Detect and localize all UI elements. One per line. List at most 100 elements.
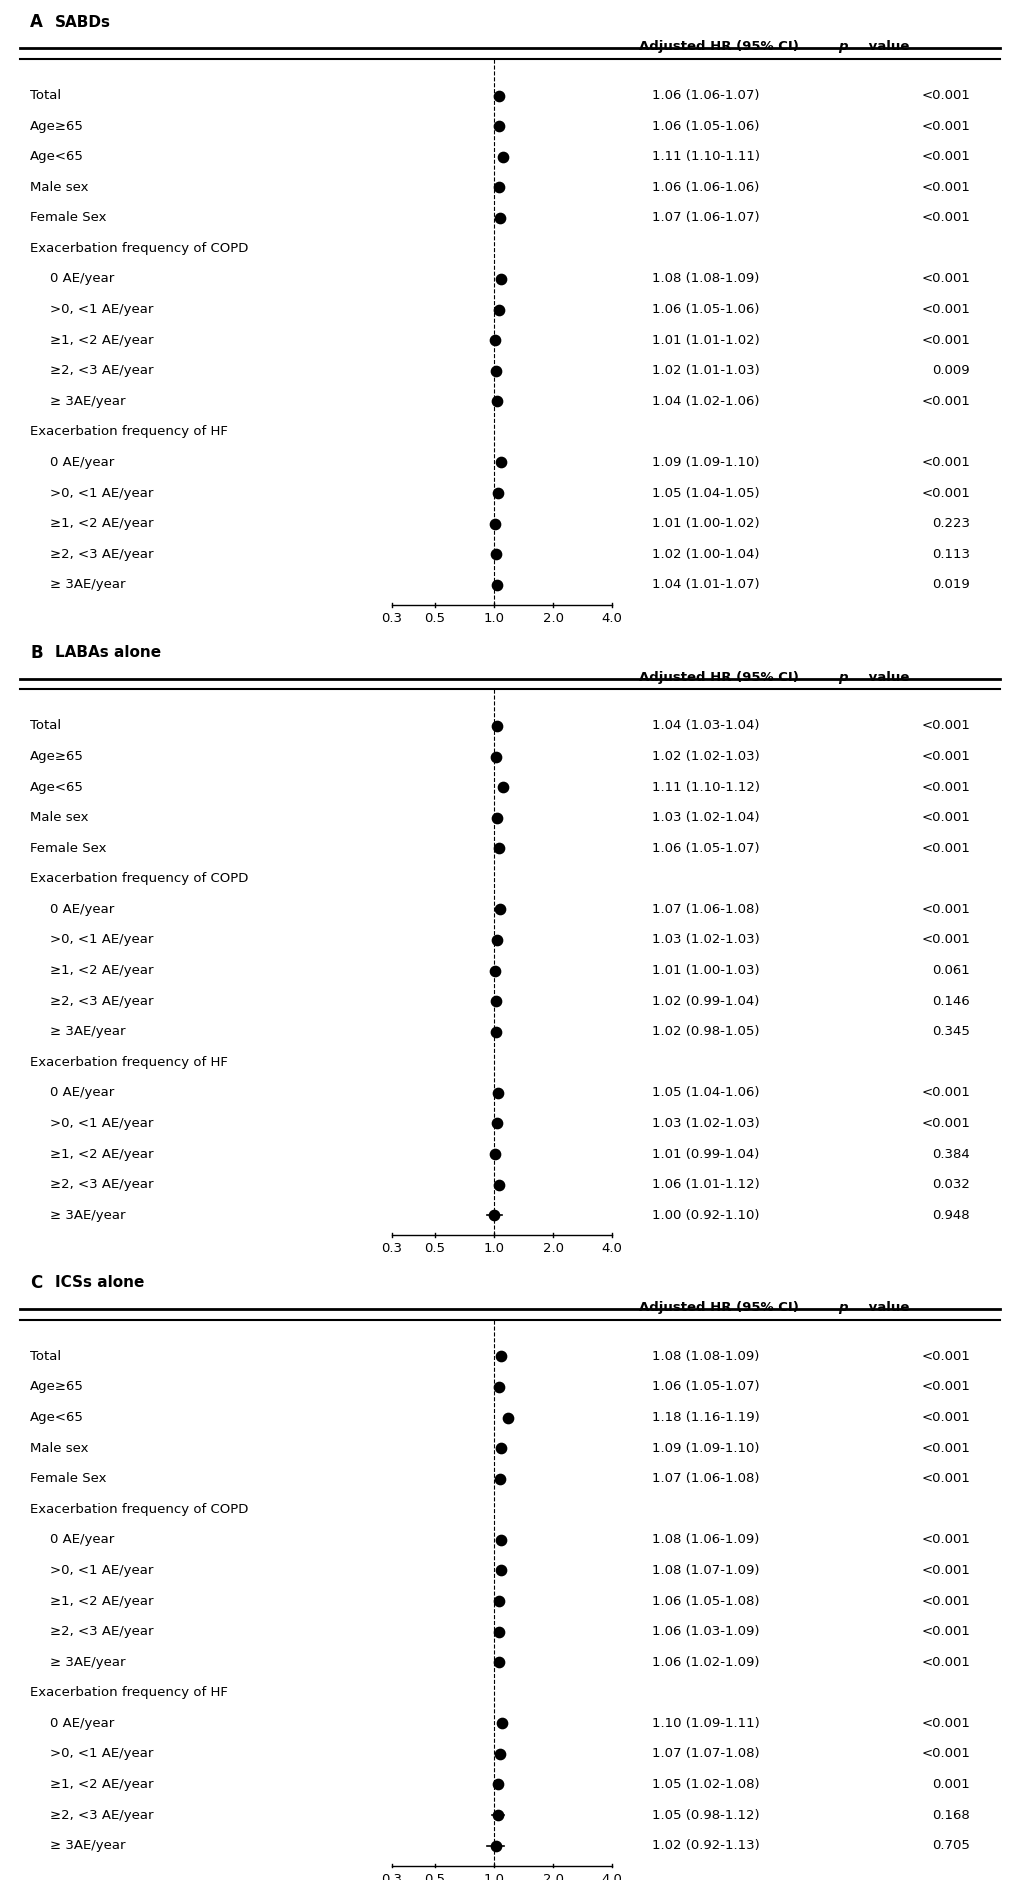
Text: C: C (31, 1275, 43, 1292)
Text: >0, <1 AE/year: >0, <1 AE/year (50, 1747, 153, 1760)
Text: ICSs alone: ICSs alone (55, 1275, 144, 1290)
Point (499, 1402, 516, 1433)
Text: Exacerbation frequency of COPD: Exacerbation frequency of COPD (31, 872, 249, 885)
Point (490, 833, 506, 863)
Text: 1.01 (0.99-1.04): 1.01 (0.99-1.04) (651, 1147, 758, 1160)
Text: 0.146: 0.146 (931, 995, 969, 1008)
Text: 0 AE/year: 0 AE/year (50, 1087, 114, 1100)
Text: 1.07 (1.07-1.08): 1.07 (1.07-1.08) (651, 1747, 759, 1760)
Text: Male sex: Male sex (31, 1442, 89, 1455)
Point (489, 478, 505, 508)
Text: 1.08 (1.06-1.09): 1.08 (1.06-1.09) (651, 1534, 758, 1547)
Text: <0.001: <0.001 (920, 120, 969, 133)
Text: 1.02 (0.92-1.13): 1.02 (0.92-1.13) (651, 1839, 759, 1852)
Text: ≥ 3AE/year: ≥ 3AE/year (50, 395, 125, 408)
Text: value: value (864, 39, 909, 53)
Text: <0.001: <0.001 (920, 780, 969, 793)
Text: 1.0: 1.0 (483, 1243, 504, 1256)
Text: 1.05 (1.02-1.08): 1.05 (1.02-1.08) (651, 1778, 759, 1792)
Point (491, 1739, 507, 1769)
Text: <0.001: <0.001 (920, 273, 969, 286)
Text: Adjusted HR (95% CI): Adjusted HR (95% CI) (638, 1301, 798, 1314)
Text: 1.07 (1.06-1.08): 1.07 (1.06-1.08) (651, 902, 759, 916)
Text: Female Sex: Female Sex (31, 211, 107, 224)
Text: 1.06 (1.05-1.08): 1.06 (1.05-1.08) (651, 1594, 759, 1607)
Text: <0.001: <0.001 (920, 1472, 969, 1485)
Text: <0.001: <0.001 (920, 934, 969, 946)
Text: 0 AE/year: 0 AE/year (50, 457, 114, 468)
Text: ≥2, <3 AE/year: ≥2, <3 AE/year (50, 547, 153, 560)
Text: <0.001: <0.001 (920, 457, 969, 468)
Text: 1.07 (1.06-1.07): 1.07 (1.06-1.07) (651, 211, 759, 224)
Text: ≥1, <2 AE/year: ≥1, <2 AE/year (50, 1147, 153, 1160)
Text: 0.001: 0.001 (931, 1778, 969, 1792)
Text: 1.02 (0.99-1.04): 1.02 (0.99-1.04) (651, 995, 758, 1008)
Point (489, 711, 505, 741)
Text: 1.06 (1.03-1.09): 1.06 (1.03-1.09) (651, 1624, 759, 1637)
Text: Exacerbation frequency of COPD: Exacerbation frequency of COPD (31, 1502, 249, 1515)
Text: 1.06 (1.06-1.07): 1.06 (1.06-1.07) (651, 88, 759, 102)
Text: Exacerbation frequency of HF: Exacerbation frequency of HF (31, 425, 228, 438)
Text: 1.01 (1.00-1.02): 1.01 (1.00-1.02) (651, 517, 759, 530)
Text: 1.09 (1.09-1.10): 1.09 (1.09-1.10) (651, 457, 759, 468)
Point (490, 1647, 506, 1677)
Text: <0.001: <0.001 (920, 1564, 969, 1577)
Text: 1.02 (1.00-1.04): 1.02 (1.00-1.04) (651, 547, 759, 560)
Point (486, 509, 502, 540)
Text: 0 AE/year: 0 AE/year (50, 273, 114, 286)
Text: >0, <1 AE/year: >0, <1 AE/year (50, 303, 153, 316)
Point (489, 1799, 505, 1829)
Text: ≥ 3AE/year: ≥ 3AE/year (50, 579, 125, 592)
Point (490, 81, 506, 111)
Text: Female Sex: Female Sex (31, 842, 107, 855)
Point (488, 803, 504, 833)
Text: 1.05 (1.04-1.05): 1.05 (1.04-1.05) (651, 487, 759, 500)
Point (490, 1617, 506, 1647)
Text: >0, <1 AE/year: >0, <1 AE/year (50, 1117, 153, 1130)
Text: <0.001: <0.001 (920, 1534, 969, 1547)
Text: 2.0: 2.0 (542, 1872, 562, 1880)
Text: <0.001: <0.001 (920, 902, 969, 916)
Point (489, 1769, 505, 1799)
Text: 1.05 (1.04-1.06): 1.05 (1.04-1.06) (651, 1087, 759, 1100)
Text: ≥2, <3 AE/year: ≥2, <3 AE/year (50, 1179, 153, 1192)
Point (487, 987, 503, 1017)
Text: <0.001: <0.001 (920, 810, 969, 823)
Text: 0.5: 0.5 (424, 613, 445, 624)
Point (486, 1139, 502, 1169)
Text: Total: Total (31, 88, 61, 102)
Text: <0.001: <0.001 (920, 333, 969, 346)
Text: Age<65: Age<65 (31, 780, 84, 793)
Text: ≥1, <2 AE/year: ≥1, <2 AE/year (50, 1594, 153, 1607)
Text: <0.001: <0.001 (920, 487, 969, 500)
Text: <0.001: <0.001 (920, 395, 969, 408)
Text: 1.06 (1.06-1.06): 1.06 (1.06-1.06) (651, 180, 758, 194)
Text: <0.001: <0.001 (920, 1656, 969, 1669)
Point (487, 741, 503, 771)
Point (494, 773, 511, 803)
Text: Age≥65: Age≥65 (31, 120, 84, 133)
Point (490, 111, 506, 141)
Text: >0, <1 AE/year: >0, <1 AE/year (50, 487, 153, 500)
Text: 0.384: 0.384 (931, 1147, 969, 1160)
Text: <0.001: <0.001 (920, 842, 969, 855)
Text: <0.001: <0.001 (920, 1716, 969, 1730)
Text: ≥2, <3 AE/year: ≥2, <3 AE/year (50, 1809, 153, 1822)
Text: ≥ 3AE/year: ≥ 3AE/year (50, 1656, 125, 1669)
Point (489, 385, 505, 415)
Text: 1.04 (1.01-1.07): 1.04 (1.01-1.07) (651, 579, 759, 592)
Point (491, 1465, 507, 1495)
Text: >0, <1 AE/year: >0, <1 AE/year (50, 1564, 153, 1577)
Text: SABDs: SABDs (55, 15, 111, 30)
Text: <0.001: <0.001 (920, 1117, 969, 1130)
Text: ≥ 3AE/year: ≥ 3AE/year (50, 1839, 125, 1852)
Point (492, 1340, 508, 1371)
Text: p: p (838, 1301, 847, 1314)
Point (489, 570, 505, 600)
Point (489, 1077, 505, 1107)
Text: B: B (31, 643, 43, 662)
Text: ≥ 3AE/year: ≥ 3AE/year (50, 1025, 125, 1038)
Text: 1.03 (1.02-1.03): 1.03 (1.02-1.03) (651, 1117, 759, 1130)
Point (493, 1709, 510, 1739)
Text: 4.0: 4.0 (601, 1872, 622, 1880)
